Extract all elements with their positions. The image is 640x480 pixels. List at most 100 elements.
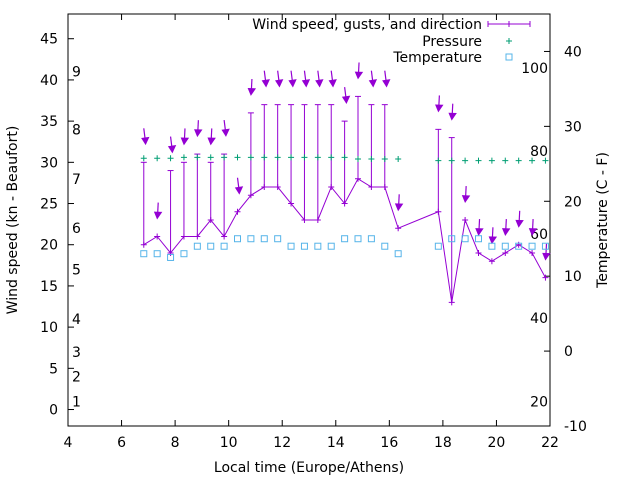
- pressure-point: [234, 154, 241, 161]
- beaufort-label: 8: [72, 122, 81, 138]
- wind-point: [180, 233, 187, 240]
- temperature-point: [381, 242, 389, 250]
- y-left-tick-label: 15: [40, 279, 58, 295]
- direction-arrow-head: [141, 136, 150, 146]
- beaufort-label: 7: [72, 172, 81, 188]
- temperature-point: [448, 235, 456, 243]
- temperature-point: [501, 242, 509, 250]
- direction-arrow: [515, 210, 524, 228]
- pressure-point: [274, 154, 281, 161]
- y-left-tick-label: 10: [40, 320, 58, 336]
- direction-arrow-head: [315, 79, 324, 88]
- direction-arrow: [207, 128, 216, 146]
- wind-point: [448, 299, 455, 306]
- direction-arrow-head: [234, 186, 244, 195]
- wind-point: [515, 241, 522, 248]
- legend-swatch-temperature: [505, 53, 513, 61]
- wind-point: [542, 274, 549, 281]
- pressure-point: [221, 154, 228, 161]
- temperature-point: [488, 242, 496, 250]
- temperature-point: [260, 235, 268, 243]
- y-right-tick-label: -10: [564, 419, 587, 435]
- direction-arrow-head: [167, 145, 177, 154]
- temperature-point: [274, 235, 282, 243]
- temperature-point: [153, 250, 161, 258]
- pressure-point: [355, 156, 362, 163]
- direction-arrow: [488, 227, 498, 245]
- x-tick-label: 12: [273, 435, 291, 451]
- wind-point: [475, 249, 482, 256]
- direction-arrow: [528, 219, 538, 236]
- pressure-point: [368, 156, 375, 163]
- wind-point: [247, 192, 254, 199]
- pressure-point: [207, 154, 214, 161]
- pressure-point: [515, 157, 522, 164]
- legend-swatch-pressure: [506, 38, 512, 44]
- beaufort-label: 9: [72, 65, 81, 81]
- y-left-tick-label: 40: [40, 73, 58, 89]
- direction-arrow: [341, 87, 351, 104]
- direction-arrow: [354, 62, 364, 80]
- pressure-point: [180, 154, 187, 161]
- temperature-point: [180, 250, 188, 258]
- pressure-point: [502, 157, 509, 164]
- legend-swatch-wind-point: [506, 21, 512, 27]
- pressure-point: [247, 154, 254, 161]
- pressure-point: [314, 154, 321, 161]
- direction-arrow-head: [368, 79, 378, 88]
- y-right-tick-label: 10: [564, 269, 582, 285]
- direction-arrow: [221, 120, 230, 137]
- temperature-point: [300, 242, 308, 250]
- beaufort-label: 2: [72, 370, 81, 386]
- x-axis-title: Local time (Europe/Athens): [214, 460, 404, 476]
- direction-arrow-head: [354, 71, 364, 80]
- direction-arrow-head: [461, 195, 471, 203]
- direction-arrow: [153, 202, 163, 220]
- fahrenheit-label: 80: [530, 144, 548, 160]
- pressure-point: [140, 155, 147, 162]
- direction-arrow-head: [194, 129, 203, 138]
- y-right-tick-label: 30: [564, 119, 582, 135]
- y-right-tick-label: 20: [564, 194, 582, 210]
- wind-point: [355, 175, 362, 182]
- direction-arrow-head: [221, 128, 230, 137]
- direction-arrow-head: [502, 228, 511, 236]
- pressure-point: [194, 154, 201, 161]
- direction-arrow-head: [448, 112, 457, 121]
- temperature-point: [167, 253, 175, 261]
- temperature-point: [434, 242, 442, 250]
- temperature-point: [367, 235, 375, 243]
- pressure-point: [462, 157, 469, 164]
- legend-label-temperature: Temperature: [392, 50, 482, 66]
- wind-point: [261, 184, 268, 191]
- x-tick-label: 20: [488, 435, 506, 451]
- direction-arrow-head: [275, 79, 284, 88]
- pressure-point: [341, 154, 348, 161]
- wind-point: [502, 249, 509, 256]
- direction-arrow: [288, 70, 297, 88]
- wind-point: [140, 241, 147, 248]
- temperature-point: [207, 242, 215, 250]
- pressure-point: [154, 155, 161, 162]
- fahrenheit-label: 100: [521, 61, 548, 77]
- x-tick-label: 14: [327, 435, 345, 451]
- direction-arrow: [234, 177, 244, 195]
- direction-arrow: [261, 70, 270, 88]
- x-tick-label: 8: [171, 435, 180, 451]
- temperature-point: [354, 235, 362, 243]
- temperature-point: [287, 242, 295, 250]
- beaufort-label: 5: [72, 262, 81, 278]
- direction-arrow-head: [542, 252, 551, 261]
- pressure-point: [288, 154, 295, 161]
- temperature-point: [140, 250, 148, 258]
- direction-arrow-head: [207, 137, 216, 146]
- direction-arrow: [502, 219, 511, 236]
- direction-arrow-head: [528, 228, 538, 236]
- wind-point: [462, 217, 469, 223]
- pressure-point: [529, 157, 536, 164]
- pressure-point: [435, 157, 442, 164]
- beaufort-label: 6: [72, 221, 81, 237]
- direction-arrow-head: [328, 79, 337, 88]
- temperature-point: [341, 235, 349, 243]
